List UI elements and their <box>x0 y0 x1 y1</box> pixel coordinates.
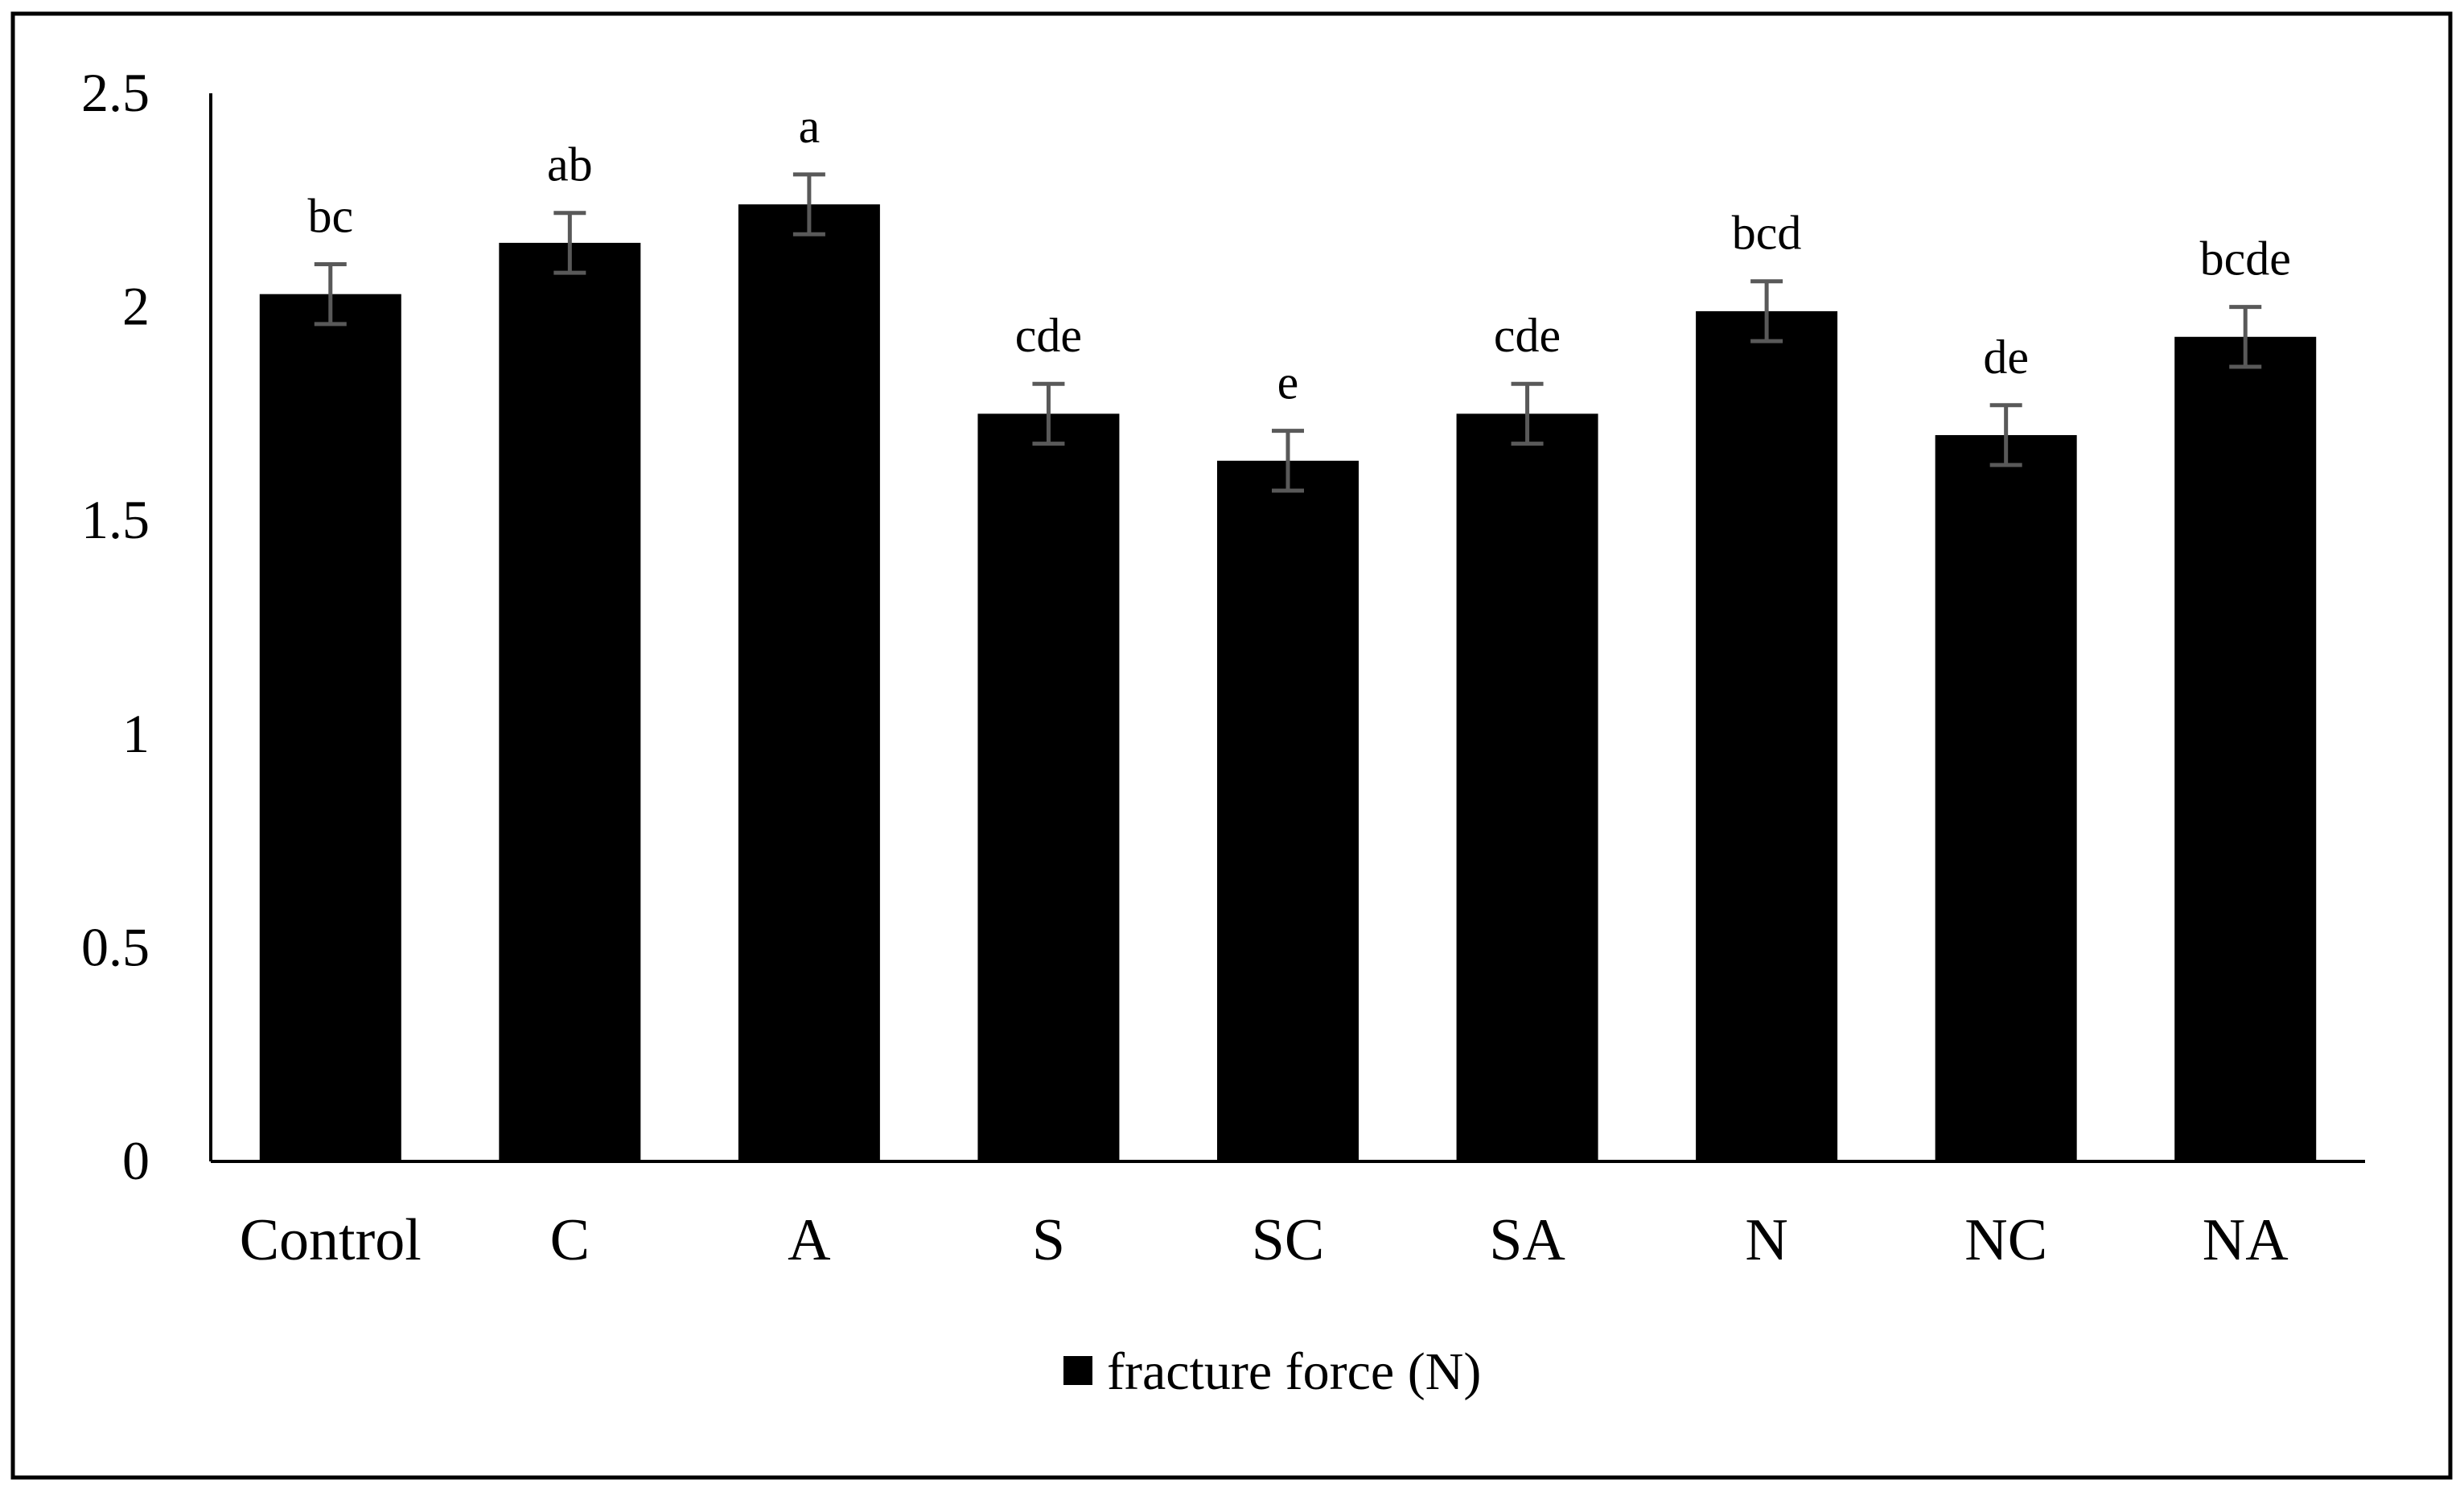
y-tick-label: 2 <box>122 276 150 337</box>
legend-label: fracture force (N) <box>1107 1342 1481 1401</box>
bar-sa <box>1456 413 1598 1161</box>
x-tick-label: N <box>1745 1207 1787 1273</box>
significance-label: e <box>1277 356 1299 409</box>
bar-nc <box>1935 434 2077 1161</box>
x-tick-label: S <box>1032 1207 1065 1273</box>
legend: fracture force (N) <box>1063 1342 1481 1401</box>
error-bars-group <box>314 172 2262 493</box>
significance-label: a <box>799 100 821 153</box>
significance-label: bc <box>307 189 353 242</box>
legend-swatch <box>1063 1356 1092 1385</box>
y-tick-label: 1 <box>122 703 150 764</box>
y-tick-label: 0 <box>122 1130 150 1191</box>
bar-control <box>259 294 401 1161</box>
y-tick-label: 0.5 <box>81 916 150 977</box>
y-tick-label: 2.5 <box>81 62 150 123</box>
x-tick-label: NA <box>2203 1207 2289 1273</box>
significance-label: ab <box>547 138 593 191</box>
bar-sc <box>1217 460 1359 1161</box>
x-tick-label: A <box>788 1207 830 1273</box>
bar-na <box>2174 336 2317 1162</box>
x-tick-label: Control <box>240 1207 422 1273</box>
significance-label: de <box>1983 331 2029 384</box>
significance-labels-group: bc ab a cde e cde bcd de bcde <box>307 100 2290 409</box>
y-tick-label: 1.5 <box>81 489 150 550</box>
significance-label: bcde <box>2200 232 2291 286</box>
significance-label: bcd <box>1732 207 1802 260</box>
x-tick-label: C <box>550 1207 590 1273</box>
x-tick-label: SC <box>1252 1207 1325 1273</box>
significance-label: cde <box>1494 309 1561 362</box>
x-axis-labels: Control C A S SC SA N NC NA <box>240 1207 2289 1273</box>
significance-label: cde <box>1015 309 1082 362</box>
y-axis-ticks: 0 0.5 1 1.5 2 2.5 <box>81 62 150 1191</box>
bar-s <box>977 413 1120 1161</box>
bar-n <box>1696 310 1838 1161</box>
bar-a <box>738 204 880 1161</box>
x-tick-label: SA <box>1489 1207 1565 1273</box>
bars-group <box>259 204 2317 1162</box>
x-tick-label: NC <box>1964 1207 2047 1273</box>
bar-c <box>499 242 641 1161</box>
